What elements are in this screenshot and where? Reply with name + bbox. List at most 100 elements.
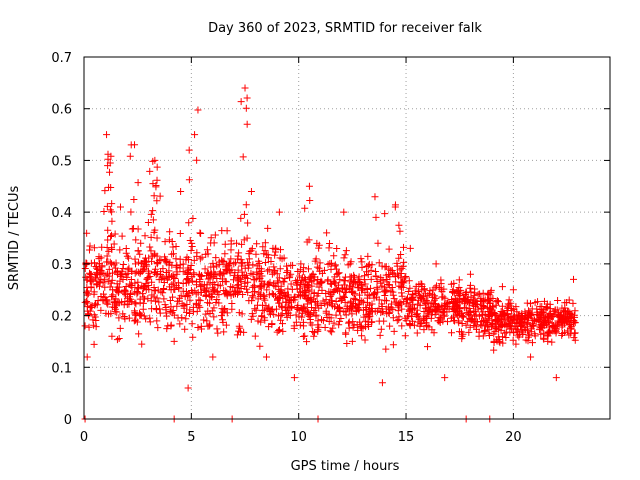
data-point	[166, 296, 174, 304]
data-point	[471, 312, 479, 320]
data-point	[377, 325, 385, 333]
data-point	[247, 315, 255, 323]
data-point	[517, 312, 525, 320]
data-point	[296, 285, 304, 293]
data-point	[168, 250, 176, 258]
data-point	[189, 303, 197, 311]
data-point	[276, 288, 284, 296]
axis-ticks	[83, 56, 610, 420]
data-point	[176, 320, 184, 328]
data-point	[366, 312, 374, 320]
data-point	[185, 176, 193, 184]
data-point	[393, 317, 401, 325]
data-point	[216, 282, 224, 290]
data-point	[184, 384, 192, 392]
data-point	[528, 316, 536, 324]
data-point	[306, 319, 314, 327]
data-point	[420, 326, 428, 334]
data-point	[278, 255, 286, 263]
data-point	[219, 278, 227, 286]
data-point	[540, 335, 548, 343]
data-point	[322, 296, 330, 304]
data-point	[258, 272, 266, 280]
data-point	[162, 257, 170, 265]
data-point	[554, 309, 562, 317]
data-point	[171, 275, 179, 283]
data-point	[178, 300, 186, 308]
data-point	[570, 318, 578, 326]
data-point	[314, 290, 322, 298]
data-point	[360, 313, 368, 321]
data-point	[493, 297, 501, 305]
data-point	[371, 289, 379, 297]
data-point	[249, 293, 257, 301]
data-point	[381, 291, 389, 299]
data-point	[276, 265, 284, 273]
data-point	[128, 281, 136, 289]
data-point	[179, 268, 187, 276]
data-point	[108, 332, 116, 340]
data-point	[153, 163, 161, 171]
data-point	[104, 277, 112, 285]
data-point	[340, 254, 348, 262]
data-point	[391, 273, 399, 281]
data-point	[528, 339, 536, 347]
data-point	[282, 298, 290, 306]
data-point	[240, 236, 248, 244]
data-point	[83, 276, 91, 284]
data-point	[358, 263, 366, 271]
data-point	[487, 322, 495, 330]
data-point	[455, 283, 463, 291]
data-point	[149, 157, 157, 165]
data-point	[292, 318, 300, 326]
data-point	[381, 263, 389, 271]
data-point	[97, 293, 105, 301]
data-point	[203, 317, 211, 325]
data-point	[387, 266, 395, 274]
data-point	[130, 307, 138, 315]
data-point	[252, 306, 260, 314]
data-point	[409, 301, 417, 309]
data-point	[433, 305, 441, 313]
data-point	[359, 298, 367, 306]
data-point	[119, 260, 127, 268]
data-point	[121, 297, 129, 305]
data-point	[405, 307, 413, 315]
data-point	[493, 337, 501, 345]
data-point	[210, 304, 218, 312]
data-point	[395, 254, 403, 262]
data-point	[350, 294, 358, 302]
data-point	[462, 289, 470, 297]
data-point	[460, 313, 468, 321]
data-point	[239, 290, 247, 298]
data-point	[435, 283, 443, 291]
data-point	[367, 318, 375, 326]
data-point	[223, 267, 231, 275]
data-point	[116, 324, 124, 332]
data-point	[324, 260, 332, 268]
data-point	[450, 289, 458, 297]
data-point	[359, 306, 367, 314]
data-point	[160, 295, 168, 303]
data-point	[150, 287, 158, 295]
data-point	[213, 295, 221, 303]
data-point	[208, 307, 216, 315]
data-point	[281, 274, 289, 282]
data-point	[185, 219, 193, 227]
data-point	[211, 231, 219, 239]
data-point	[163, 325, 171, 333]
data-point	[347, 299, 355, 307]
data-point	[552, 374, 560, 382]
data-point	[242, 271, 250, 279]
data-point	[170, 279, 178, 287]
data-point	[243, 234, 251, 242]
data-point	[188, 273, 196, 281]
data-point	[429, 286, 437, 294]
data-point	[146, 314, 154, 322]
data-point	[304, 265, 312, 273]
data-point	[231, 287, 239, 295]
data-point	[153, 306, 161, 314]
data-point	[296, 280, 304, 288]
data-point	[288, 285, 296, 293]
data-point	[326, 240, 334, 248]
